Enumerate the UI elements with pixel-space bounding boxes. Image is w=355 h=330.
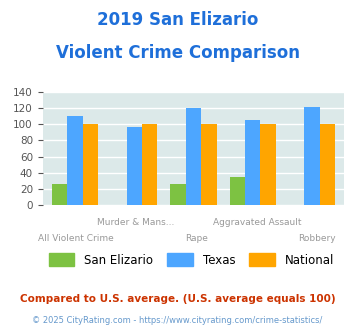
Bar (186, 109, 201, 205)
Text: All Violent Crime: All Violent Crime (38, 234, 114, 243)
Bar (230, 177, 245, 205)
Bar (142, 124, 157, 205)
Text: Violent Crime Comparison: Violent Crime Comparison (55, 44, 300, 62)
Bar (127, 127, 142, 205)
Bar (83, 124, 98, 205)
Text: Rape: Rape (185, 234, 208, 243)
Bar (304, 107, 320, 205)
Text: Aggravated Assault: Aggravated Assault (213, 218, 301, 227)
Bar (52, 184, 67, 205)
Text: Compared to U.S. average. (U.S. average equals 100): Compared to U.S. average. (U.S. average … (20, 294, 335, 304)
Bar (320, 124, 335, 205)
Bar (67, 116, 83, 205)
Bar (260, 124, 276, 205)
Bar (201, 124, 217, 205)
Bar (170, 184, 186, 205)
Text: Murder & Mans...: Murder & Mans... (98, 218, 175, 227)
Text: 2019 San Elizario: 2019 San Elizario (97, 11, 258, 29)
Legend: San Elizario, Texas, National: San Elizario, Texas, National (49, 253, 334, 267)
Text: © 2025 CityRating.com - https://www.cityrating.com/crime-statistics/: © 2025 CityRating.com - https://www.city… (32, 315, 323, 325)
Text: Robbery: Robbery (299, 234, 336, 243)
Bar (245, 120, 260, 205)
